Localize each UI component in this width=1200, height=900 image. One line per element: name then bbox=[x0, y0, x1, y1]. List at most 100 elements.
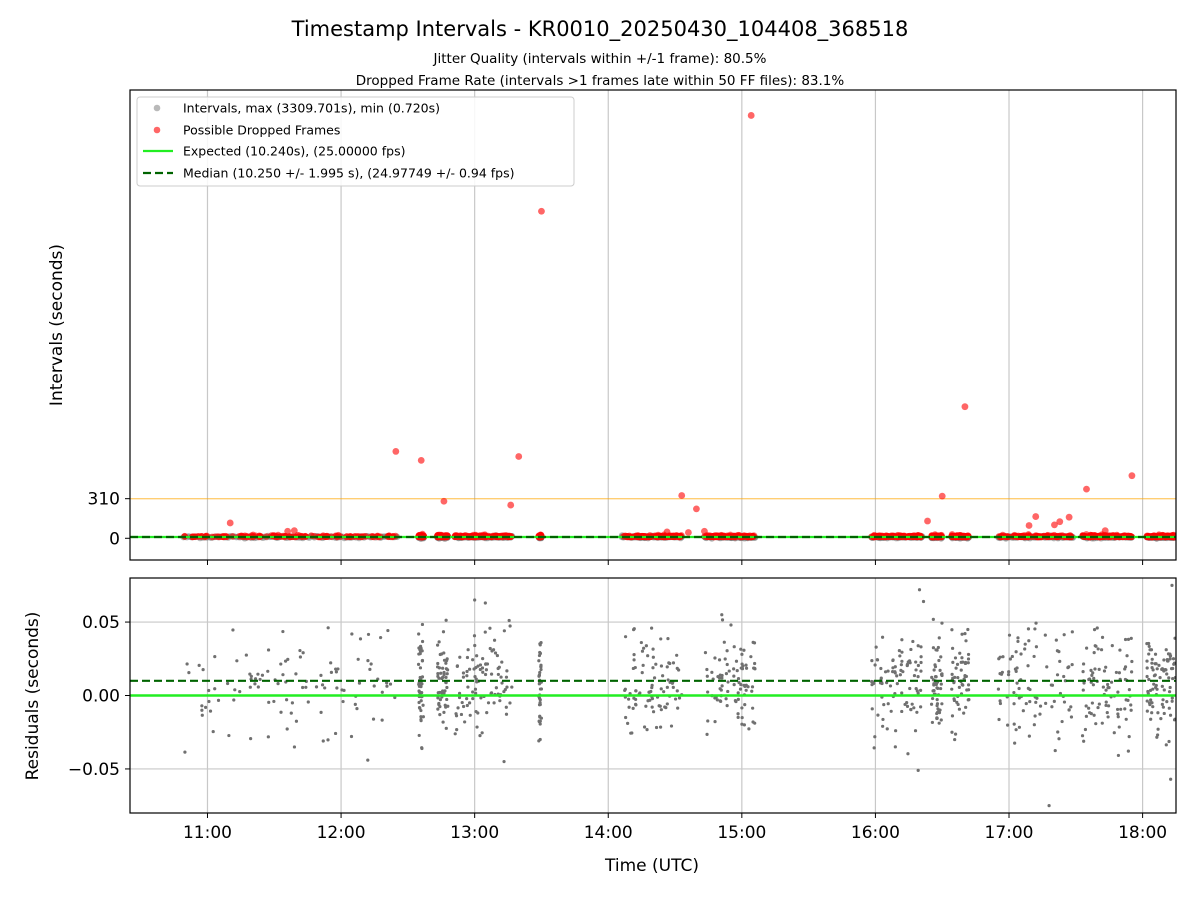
residual-point bbox=[931, 646, 936, 650]
residual-point bbox=[940, 621, 944, 625]
residual-point bbox=[417, 652, 421, 656]
residual-point bbox=[1117, 671, 1121, 675]
residual-point bbox=[1081, 662, 1086, 666]
residual-point bbox=[538, 698, 542, 702]
residual-point bbox=[631, 666, 635, 671]
residual-point bbox=[1150, 661, 1154, 665]
residual-point bbox=[484, 662, 488, 666]
residual-point bbox=[1149, 717, 1153, 721]
residual-point bbox=[478, 734, 482, 738]
residual-point bbox=[736, 677, 741, 681]
residual-point bbox=[488, 626, 492, 630]
dropped-frame-outlier bbox=[507, 501, 515, 509]
intervals-axes-frame bbox=[129, 89, 1177, 561]
residual-point bbox=[960, 682, 964, 687]
residual-point bbox=[1169, 667, 1174, 671]
intervals-y-axis-label: Intervals (seconds) bbox=[47, 244, 67, 406]
residual-point bbox=[438, 690, 442, 695]
residual-point bbox=[472, 634, 477, 638]
residual-point bbox=[658, 725, 663, 729]
residual-point bbox=[1118, 648, 1122, 652]
residual-point bbox=[440, 676, 444, 681]
residual-point bbox=[475, 654, 479, 658]
residual-point bbox=[908, 686, 912, 691]
residual-point bbox=[1057, 737, 1061, 741]
residual-point bbox=[336, 667, 340, 671]
residual-point bbox=[1081, 688, 1085, 692]
legend-box bbox=[136, 96, 575, 187]
residual-point bbox=[1162, 658, 1166, 662]
residual-point bbox=[900, 659, 904, 663]
residual-point bbox=[623, 635, 628, 639]
residual-point bbox=[357, 681, 362, 685]
residual-point bbox=[329, 670, 334, 674]
residual-point bbox=[881, 724, 885, 728]
residual-point bbox=[1165, 672, 1169, 676]
residual-point bbox=[651, 710, 656, 714]
residual-point bbox=[201, 668, 205, 672]
dropped-frame-outlier bbox=[701, 527, 708, 535]
residual-point bbox=[1123, 637, 1128, 642]
residual-point bbox=[436, 707, 440, 711]
residual-point bbox=[919, 660, 923, 665]
residual-point bbox=[740, 715, 744, 720]
residual-point bbox=[1116, 712, 1120, 716]
residual-point bbox=[1171, 676, 1175, 681]
residual-point bbox=[187, 670, 191, 675]
residual-point bbox=[939, 655, 943, 659]
residual-point bbox=[956, 675, 960, 680]
residual-point bbox=[1033, 714, 1037, 718]
residual-point bbox=[713, 720, 717, 724]
residual-point bbox=[472, 667, 476, 671]
residual-point bbox=[1014, 650, 1018, 654]
residual-point bbox=[353, 702, 357, 707]
residual-point bbox=[632, 653, 636, 657]
residual-point bbox=[483, 672, 488, 677]
residual-point bbox=[675, 653, 679, 657]
residual-point bbox=[1159, 717, 1163, 721]
residual-point bbox=[538, 687, 543, 691]
residual-point bbox=[966, 627, 970, 632]
dropped-frame-outlier bbox=[1051, 521, 1058, 529]
residual-point bbox=[726, 680, 730, 684]
residuals-y-tick-label: 0.00 bbox=[82, 687, 120, 707]
residual-point bbox=[244, 653, 248, 657]
residual-point bbox=[654, 662, 658, 666]
residual-point bbox=[908, 661, 912, 665]
residual-point bbox=[418, 644, 423, 648]
residual-point bbox=[208, 709, 213, 713]
residual-point bbox=[1129, 636, 1133, 640]
residual-point bbox=[358, 637, 363, 641]
residual-point bbox=[537, 719, 541, 723]
residual-point bbox=[937, 636, 941, 640]
residual-point bbox=[260, 673, 265, 677]
residual-point bbox=[1034, 645, 1039, 649]
residual-point bbox=[913, 729, 918, 733]
residual-point bbox=[445, 685, 449, 690]
residual-point bbox=[623, 688, 627, 693]
residual-point bbox=[957, 707, 962, 711]
residual-point bbox=[1158, 676, 1162, 680]
residual-point bbox=[642, 725, 647, 729]
residual-point bbox=[879, 666, 883, 671]
residual-point bbox=[471, 690, 475, 694]
residual-point bbox=[380, 718, 384, 722]
residual-point bbox=[872, 746, 876, 750]
dropped-frame-outlier bbox=[226, 519, 234, 527]
residual-outlier bbox=[366, 758, 370, 762]
residual-point bbox=[1067, 665, 1071, 669]
residual-point bbox=[1016, 636, 1020, 640]
residual-point bbox=[356, 657, 360, 661]
residual-point bbox=[997, 717, 1001, 722]
residual-point bbox=[1026, 686, 1030, 691]
residual-point bbox=[1168, 685, 1172, 690]
residual-point bbox=[960, 632, 964, 636]
dropped-frame-outlier bbox=[1025, 522, 1033, 529]
residual-point bbox=[998, 672, 1002, 676]
residual-point bbox=[333, 731, 338, 736]
residuals-y-axis-label: Residuals (seconds) bbox=[23, 612, 43, 781]
residual-point bbox=[1084, 704, 1088, 708]
residual-point bbox=[741, 664, 745, 668]
residual-point bbox=[732, 674, 736, 678]
residual-point bbox=[466, 648, 470, 652]
